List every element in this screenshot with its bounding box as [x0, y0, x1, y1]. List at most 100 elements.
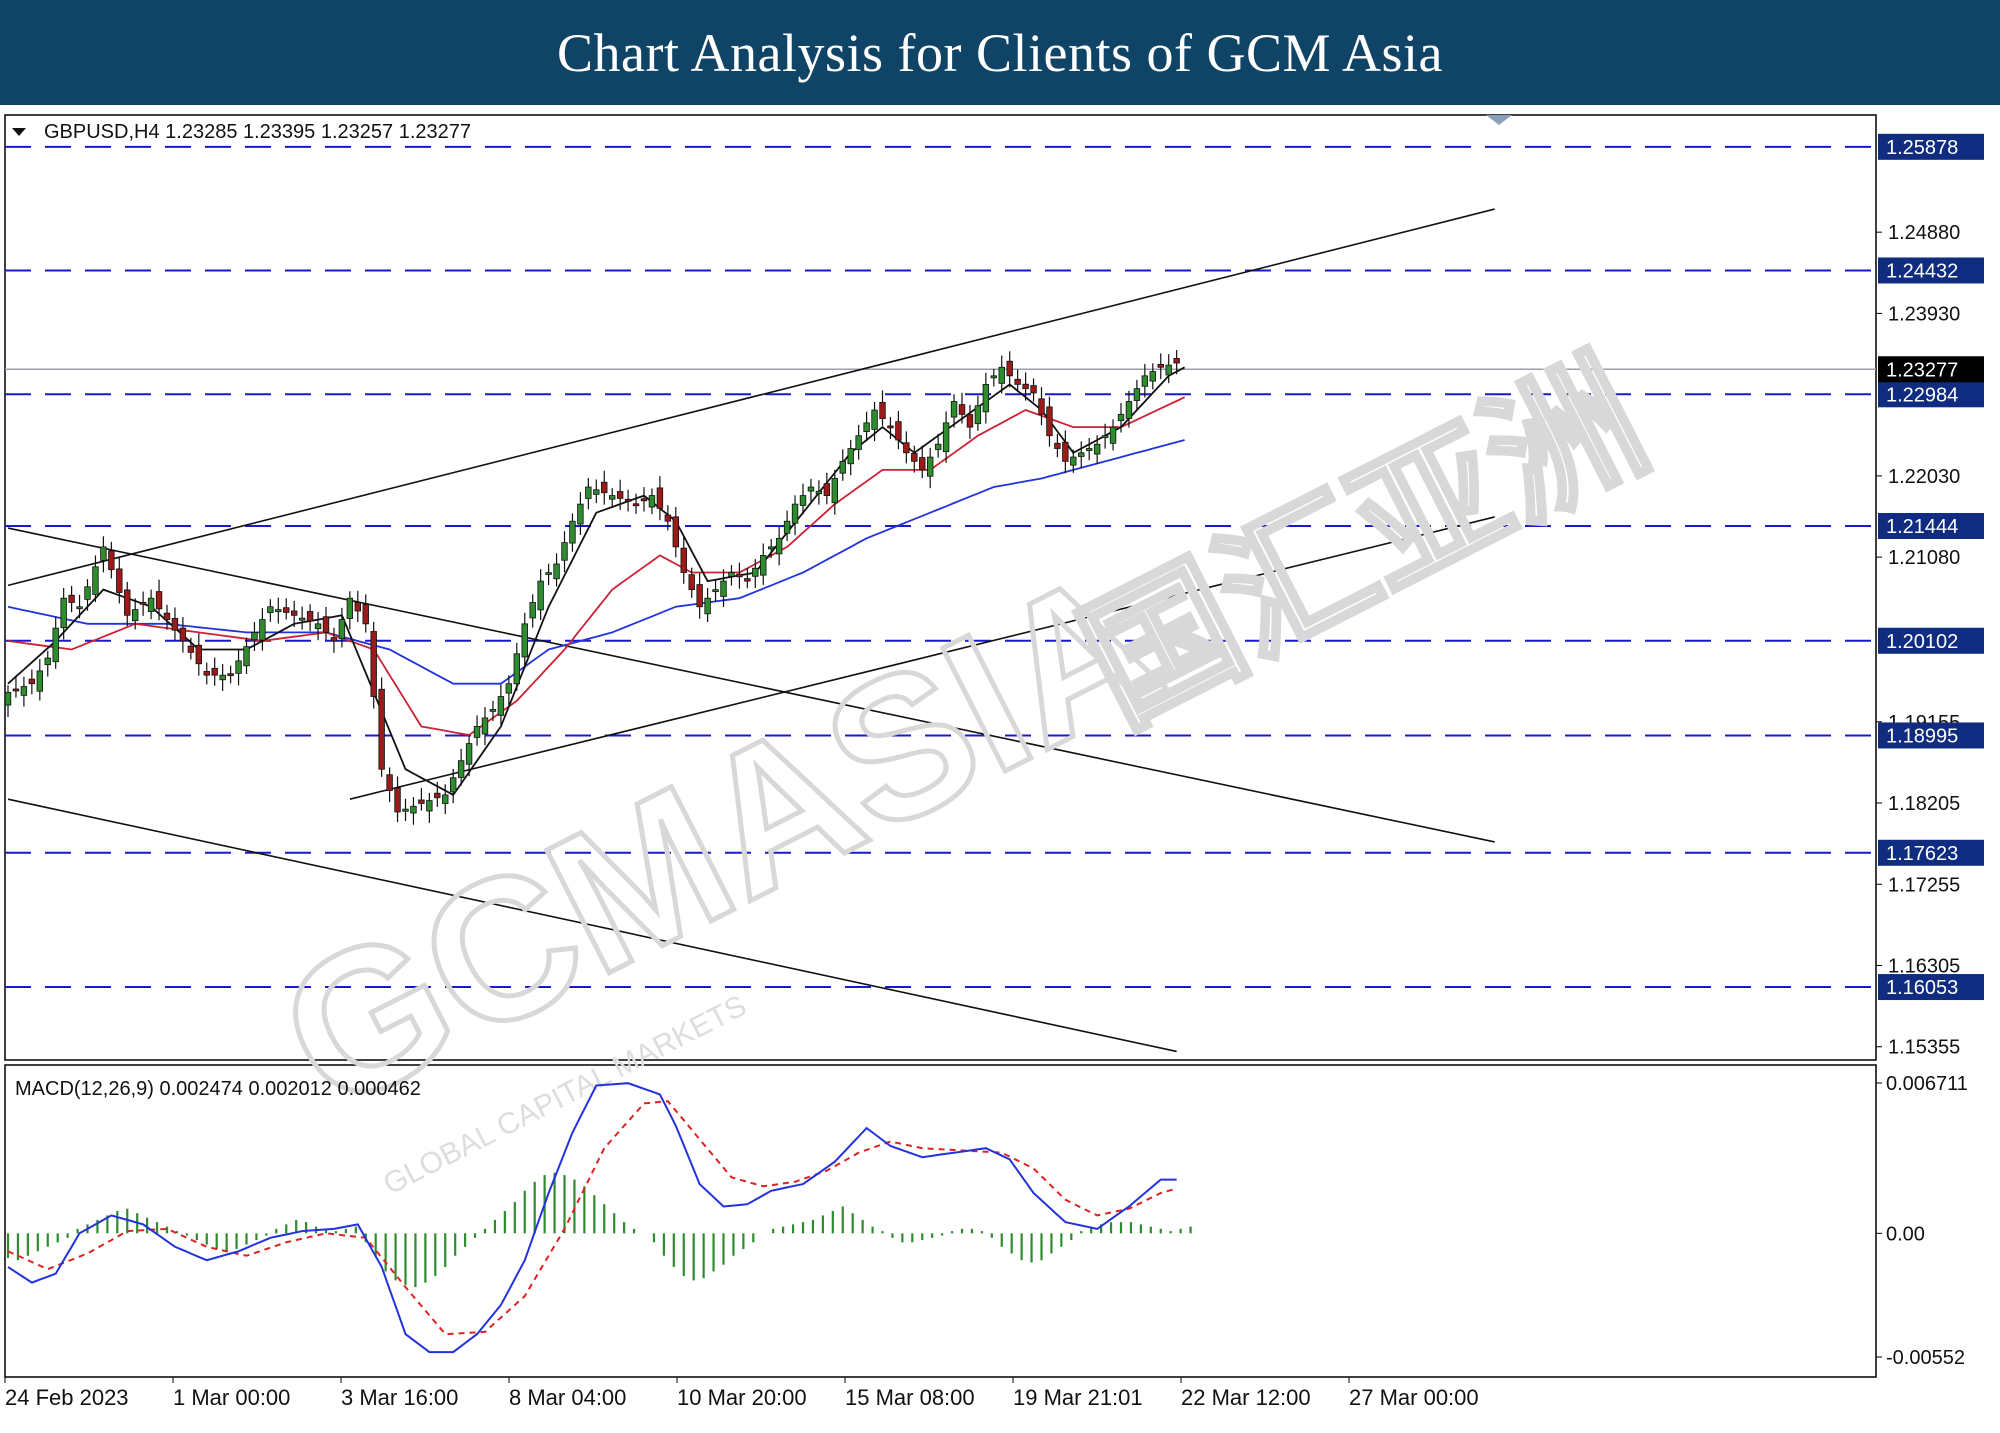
candle: [656, 476, 664, 521]
candle: [887, 416, 894, 440]
candle: [847, 439, 854, 476]
candle: [44, 650, 51, 677]
level-price-label: 1.25878: [1886, 137, 1958, 159]
shift-marker-icon: [1486, 115, 1512, 125]
candle-body: [52, 627, 59, 663]
candle-body: [656, 487, 664, 509]
candle-body: [712, 589, 719, 593]
level-price-label: 1.21444: [1886, 516, 1958, 538]
candle-body: [942, 422, 950, 453]
candle: [243, 637, 250, 674]
candle: [950, 394, 958, 428]
candle-body: [1109, 426, 1117, 444]
price-tick-label: 1.16305: [1888, 956, 1960, 978]
candle-body: [704, 597, 711, 615]
candle: [720, 569, 727, 608]
time-tick-label: 24 Feb 2023: [5, 1385, 129, 1410]
candle: [465, 735, 473, 777]
symbol-ohlc-label: GBPUSD,H4 1.23285 1.23395 1.23257 1.2327…: [44, 121, 471, 143]
candle-body: [927, 456, 934, 477]
candle-body: [775, 537, 783, 555]
candle: [990, 368, 997, 387]
candle: [434, 781, 441, 807]
candle-body: [1101, 435, 1109, 439]
candle: [386, 767, 393, 803]
time-tick-label: 15 Mar 08:00: [845, 1385, 975, 1410]
candle-body: [537, 580, 544, 611]
candle-body: [1133, 388, 1141, 401]
price-tick-label: 1.18205: [1888, 793, 1960, 815]
candle-body: [807, 486, 815, 492]
candle: [1030, 378, 1037, 402]
candle-body: [577, 503, 584, 525]
candle-body: [259, 619, 266, 641]
candle-body: [44, 657, 51, 666]
candle-body: [338, 619, 346, 640]
candle: [1014, 369, 1021, 393]
trend-channel-lines: [7, 208, 1495, 1053]
candle: [1117, 403, 1125, 433]
trend-line: [7, 208, 1495, 587]
level-price-tag: [1878, 513, 1984, 540]
candle-body: [1022, 383, 1029, 390]
level-price-tag: [1878, 722, 1984, 749]
candle: [760, 543, 767, 585]
current-price-label: 1.23277: [1886, 359, 1958, 381]
candle-body: [394, 787, 401, 813]
candle-body: [1030, 385, 1037, 394]
candle: [537, 569, 544, 621]
candle-body: [131, 609, 139, 622]
candle: [569, 513, 576, 552]
trend-line: [349, 516, 1495, 800]
candle: [1054, 433, 1061, 458]
candle-body: [744, 578, 751, 582]
candle: [601, 470, 608, 505]
candle: [640, 487, 648, 512]
candle: [1006, 351, 1013, 388]
candle-body: [545, 572, 552, 575]
candle: [704, 588, 711, 623]
candle: [481, 707, 489, 746]
candle: [322, 606, 330, 641]
candle: [1173, 350, 1180, 375]
candle: [497, 684, 505, 725]
candle: [529, 594, 536, 628]
candle: [426, 792, 433, 823]
candle-body: [847, 448, 854, 465]
candle: [219, 663, 226, 692]
candle-body: [640, 498, 648, 502]
candle: [823, 472, 831, 505]
candle: [998, 355, 1005, 394]
candle: [624, 489, 632, 512]
candle-body: [163, 612, 171, 620]
candle: [942, 411, 950, 463]
candle-body: [4, 691, 12, 706]
candle-body: [386, 774, 393, 792]
candle: [1062, 430, 1069, 474]
candle-body: [1093, 443, 1101, 455]
candle-body: [1157, 363, 1164, 368]
level-price-tag: [1878, 627, 1984, 654]
candle: [593, 479, 600, 504]
candle-body: [664, 514, 672, 522]
candle-body: [879, 402, 886, 419]
collapse-triangle-icon[interactable]: [12, 128, 26, 136]
macd-pane-border: [4, 1064, 1877, 1378]
candle-body: [728, 572, 735, 577]
price-tick-label: 1.24880: [1888, 222, 1960, 244]
candle-body: [768, 546, 775, 550]
candle: [895, 410, 902, 450]
level-price-tag: [1878, 257, 1984, 284]
candle: [402, 798, 409, 822]
candle: [354, 590, 361, 622]
candle: [394, 776, 401, 823]
candle-body: [569, 520, 576, 544]
candle-body: [601, 481, 608, 494]
candle-body: [696, 584, 703, 608]
level-price-label: 1.20102: [1886, 631, 1958, 653]
candle: [267, 599, 274, 622]
candle: [259, 608, 266, 651]
report-header: Chart Analysis for Clients of GCM Asia: [0, 0, 2000, 105]
candle-body: [609, 495, 616, 500]
